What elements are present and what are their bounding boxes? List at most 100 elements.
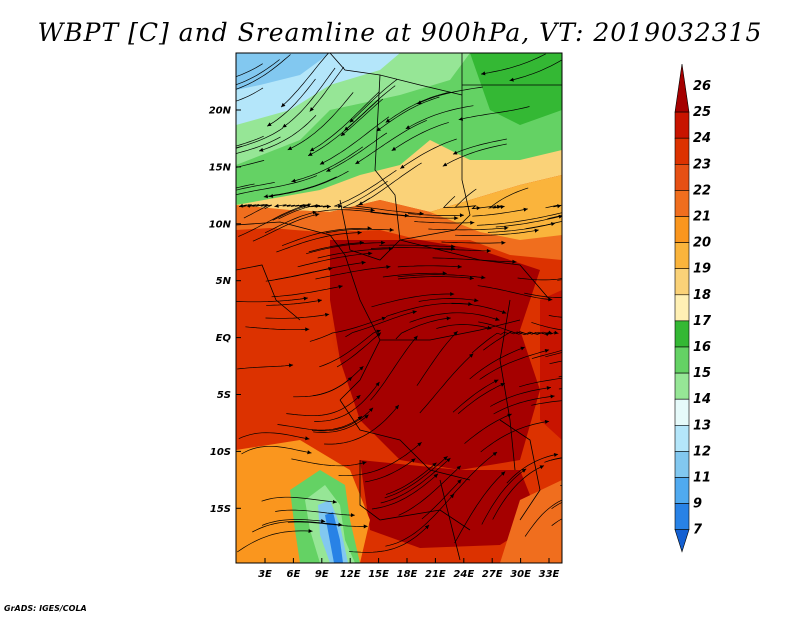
streamline-arrow xyxy=(312,210,317,215)
streamline xyxy=(236,297,308,303)
lon-label: 6E xyxy=(287,569,301,580)
streamline xyxy=(291,146,364,182)
streamline xyxy=(545,352,562,358)
streamline xyxy=(490,387,552,407)
streamline xyxy=(236,135,264,147)
streamline xyxy=(287,92,354,151)
streamline xyxy=(380,457,451,504)
streamline xyxy=(458,106,530,121)
streamline-arrow xyxy=(500,383,505,387)
streamline xyxy=(265,267,333,282)
streamline xyxy=(237,530,313,553)
colorbar-swatch xyxy=(674,398,690,426)
streamline-arrow xyxy=(548,297,553,302)
colorbar-swatch xyxy=(674,451,690,478)
streamline-arrow xyxy=(469,353,474,358)
streamline xyxy=(334,170,397,207)
streamline xyxy=(549,360,562,365)
streamline xyxy=(274,203,312,207)
streamline xyxy=(293,376,353,398)
streamline-arrow xyxy=(349,118,354,123)
streamline-arrow xyxy=(220,150,224,154)
streamline xyxy=(525,220,562,230)
streamline-arrow xyxy=(545,332,550,337)
streamline xyxy=(271,285,343,298)
streamline xyxy=(376,96,440,132)
streamline-arrow xyxy=(481,71,486,76)
streamline-arrow xyxy=(326,168,331,172)
colorbar-label: 21 xyxy=(693,210,711,225)
streamline-arrow xyxy=(325,312,330,317)
streamline xyxy=(479,349,550,380)
lon-label: 21E xyxy=(425,569,446,580)
streamline xyxy=(236,175,318,196)
streamline-arrow xyxy=(288,363,294,368)
streamline-arrow xyxy=(481,275,486,280)
streamline-arrow xyxy=(417,442,422,447)
streamline-arrow xyxy=(450,292,455,296)
colorbar: 26 25 24 23 22 21 20 19 18 17 16 15 14 13 12 11 9 7 xyxy=(674,63,712,553)
streamline xyxy=(236,160,265,168)
streamline-arrow xyxy=(456,465,461,470)
streamline xyxy=(370,247,456,250)
streamline-arrow xyxy=(558,214,562,219)
streamline-arrow xyxy=(504,226,509,231)
colorbar-swatch xyxy=(674,320,690,348)
streamline-arrow xyxy=(357,416,362,421)
streamline-arrow xyxy=(315,212,320,217)
streamline-arrow xyxy=(305,327,310,332)
streamline xyxy=(551,518,562,526)
streamline-arrow xyxy=(368,251,373,256)
streamline xyxy=(434,248,491,252)
lat-label: 5N xyxy=(216,276,232,287)
streamline-arrow xyxy=(457,479,462,484)
streamline-arrow xyxy=(305,436,310,441)
streamline xyxy=(236,63,263,78)
streamline xyxy=(397,276,474,280)
streamline xyxy=(488,187,529,209)
streamline xyxy=(398,465,462,516)
streamline-arrow xyxy=(639,488,643,492)
streamline-arrow xyxy=(338,204,343,209)
streamline-arrow xyxy=(500,471,506,476)
streamline xyxy=(355,119,427,165)
streamline-arrow xyxy=(492,452,498,456)
streamline-arrow xyxy=(487,325,492,330)
colorbar-swatch xyxy=(674,346,690,374)
streamline xyxy=(308,242,364,253)
streamline xyxy=(267,78,316,127)
streamline-arrow xyxy=(495,317,500,321)
streamline xyxy=(236,183,255,189)
streamline-arrow xyxy=(563,210,567,214)
streamline xyxy=(264,211,317,234)
streamline-arrow xyxy=(550,222,556,226)
streamline xyxy=(365,458,416,483)
streamline xyxy=(405,105,474,130)
streamline xyxy=(340,98,384,137)
streamline-arrow xyxy=(359,366,364,371)
colorbar-label: 26 xyxy=(693,79,711,94)
streamline-arrow xyxy=(326,204,331,209)
streamline-arrow xyxy=(269,193,274,198)
credit-text: GrADS: IGES/COLA xyxy=(4,604,87,613)
streamline xyxy=(481,53,546,75)
colorbar-label: 9 xyxy=(693,497,702,512)
streamline xyxy=(275,509,355,516)
streamline-arrow xyxy=(317,298,322,303)
streamline xyxy=(432,257,517,263)
streamline-arrow xyxy=(638,456,642,460)
streamline-arrow xyxy=(453,331,458,336)
streamline xyxy=(278,204,320,220)
latitude-axis: 20N 15N 10N 5N EQ 5S 10S 15S xyxy=(209,106,241,515)
streamline-arrow xyxy=(321,519,326,523)
streamline-arrow xyxy=(449,493,455,499)
streamline xyxy=(313,414,369,433)
colorbar-label: 14 xyxy=(693,392,711,407)
streamline xyxy=(326,132,388,172)
lat-label: 5S xyxy=(217,390,231,401)
streamline-arrow xyxy=(228,153,233,157)
streamline xyxy=(261,496,337,503)
colorbar-swatch xyxy=(674,268,690,296)
wbpt-field xyxy=(236,53,562,563)
streamline-arrow xyxy=(544,419,550,424)
